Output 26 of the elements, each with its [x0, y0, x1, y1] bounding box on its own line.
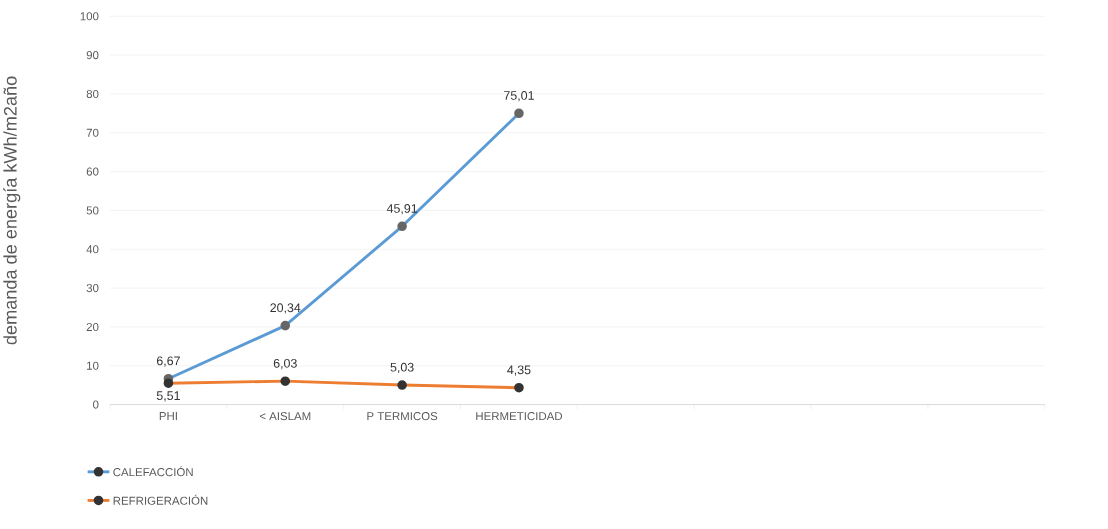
data-label: 5,51 [156, 391, 180, 402]
y-tick-label: 60 [86, 167, 99, 176]
y-axis-title: demanda de energía kWh/m2año [3, 76, 21, 345]
data-label: 6,03 [273, 358, 297, 370]
y-tick-label: 100 [80, 12, 99, 21]
x-tick-label: < AISLAM [259, 411, 311, 421]
data-label: 4,35 [507, 365, 531, 376]
y-tick-label: 40 [86, 245, 99, 254]
y-tick-label: 70 [86, 128, 99, 137]
data-label: 75,01 [504, 90, 534, 102]
legend-label: REFRIGERACIÓN [113, 494, 208, 505]
data-label: 45,91 [386, 203, 418, 215]
x-tick-label: PHI [159, 411, 177, 420]
x-tick-label: P TERMICOS [367, 411, 438, 421]
y-tick-label: 90 [86, 50, 99, 60]
y-tick-label: 20 [86, 322, 99, 331]
y-tick-label: 10 [87, 361, 99, 370]
y-tick-label: 80 [86, 89, 99, 98]
data-label: 20,34 [270, 303, 301, 314]
x-tick-label: HERMETICIDAD [476, 411, 563, 421]
data-label: 5,03 [390, 362, 414, 373]
data-label: 6,67 [156, 356, 180, 367]
y-tick-label: 30 [86, 283, 99, 293]
y-tick-label: 50 [86, 206, 99, 215]
y-tick-label: 0 [93, 400, 99, 409]
legend-label: CALEFACCIÓN [113, 466, 193, 477]
